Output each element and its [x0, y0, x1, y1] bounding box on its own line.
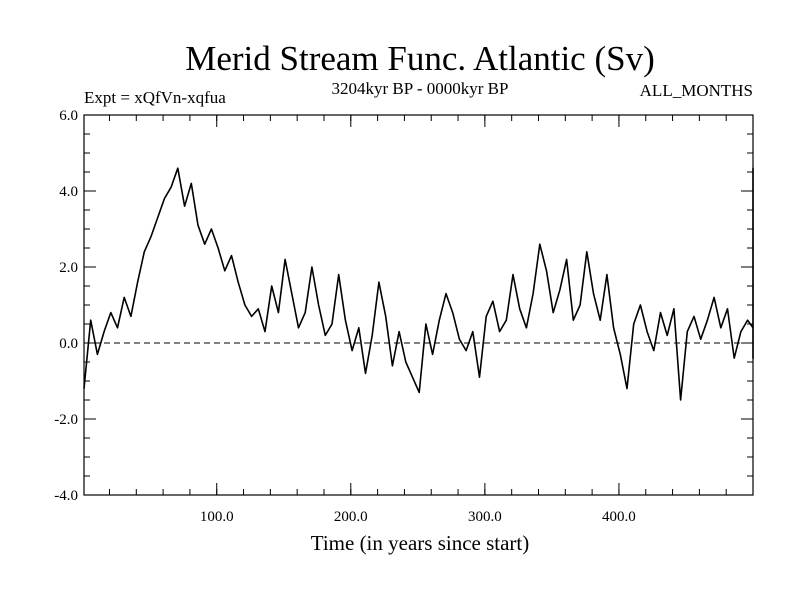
series-line-0	[83, 167, 754, 401]
x-axis-label: Time (in years since start)	[311, 531, 530, 555]
plot-frame	[83, 114, 754, 496]
x-tick-label: 200.0	[334, 509, 368, 525]
plot-area: 100.0 200.0 300.0 400.0 -4.0 -2.0 0.0 2.0 4.0 6.0	[54, 108, 754, 525]
y-tick-label: -4.0	[54, 488, 78, 504]
x-tick-label: 100.0	[200, 509, 234, 525]
y-tick-label: 2.0	[59, 260, 78, 276]
y-tick-label: 6.0	[59, 108, 78, 124]
subtitle-expt: Expt = xQfVn-xqfua	[84, 88, 226, 107]
y-tick-label: -2.0	[54, 412, 78, 428]
x-tick-label: 300.0	[468, 509, 502, 525]
x-tick-label: 400.0	[602, 509, 636, 525]
y-tick-label: 0.0	[59, 336, 78, 352]
subtitle-period: 3204kyr BP - 0000kyr BP	[332, 79, 509, 98]
subtitle-months: ALL_MONTHS	[640, 81, 753, 100]
y-tick-label: 4.0	[59, 184, 78, 200]
chart-title: Merid Stream Func. Atlantic (Sv)	[185, 39, 655, 78]
